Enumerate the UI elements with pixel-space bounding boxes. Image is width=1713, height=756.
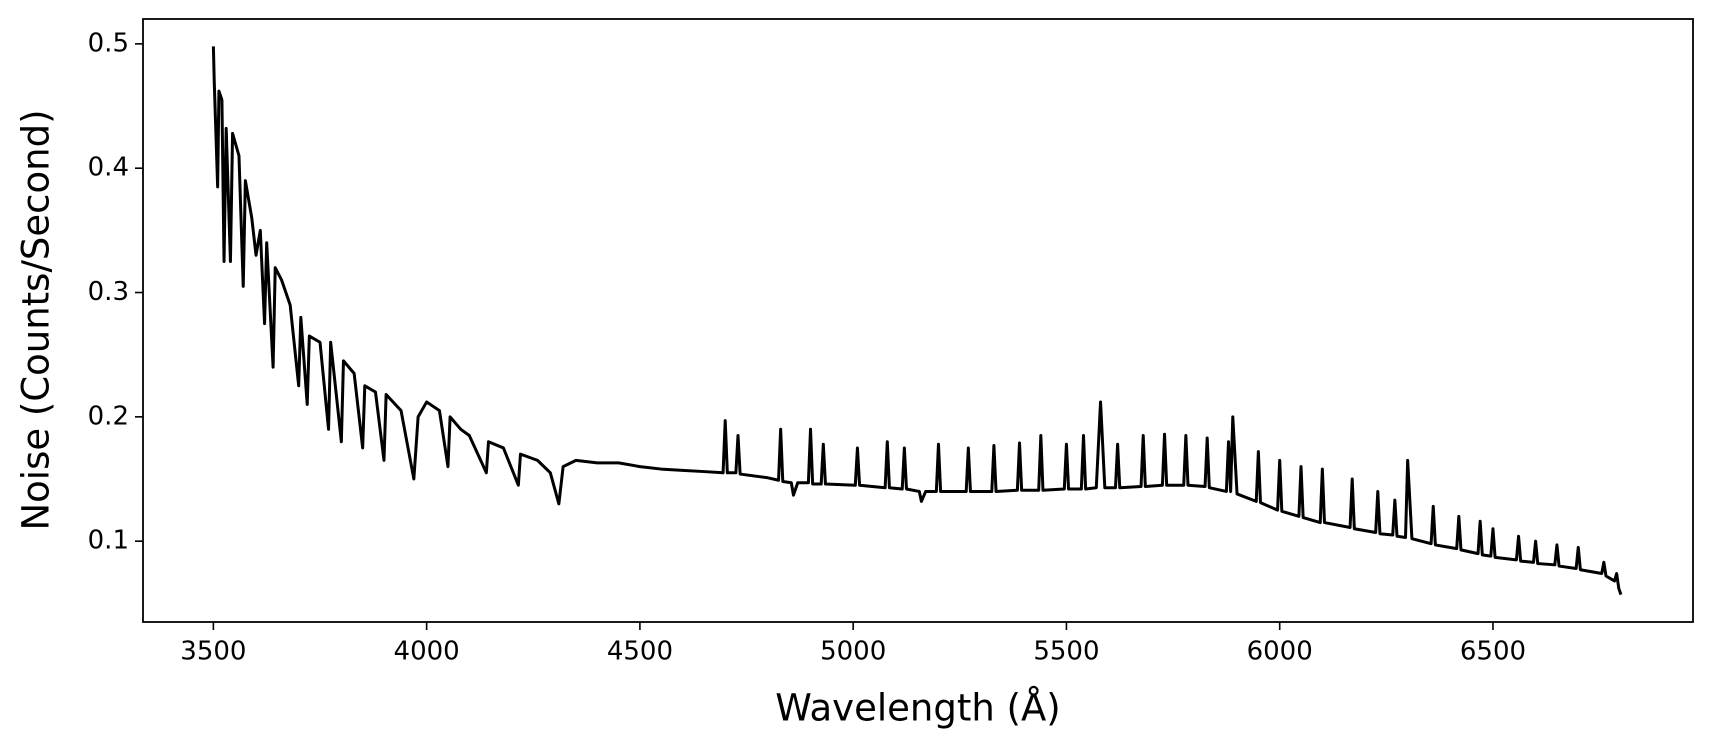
x-axis-label: Wavelength (Å) (775, 686, 1060, 730)
x-tick-label: 5000 (820, 637, 886, 667)
spectrum-line (211, 46, 1623, 596)
y-tick-label: 0.5 (88, 28, 129, 58)
y-tick-label: 0.3 (88, 277, 129, 307)
x-tick-label: 4000 (394, 637, 460, 667)
plot-frame (142, 18, 1694, 623)
y-tick-label: 0.1 (88, 526, 129, 556)
x-tick-label: 6000 (1247, 637, 1313, 667)
x-tick-label: 3500 (180, 637, 246, 667)
y-axis-label: Noise (Counts/Second) (15, 109, 58, 530)
y-tick-label: 0.2 (88, 401, 129, 431)
x-tick-label: 4500 (607, 637, 673, 667)
y-tick-label: 0.4 (88, 153, 129, 183)
x-tick-label: 6500 (1460, 637, 1526, 667)
x-tick-label: 5500 (1033, 637, 1099, 667)
